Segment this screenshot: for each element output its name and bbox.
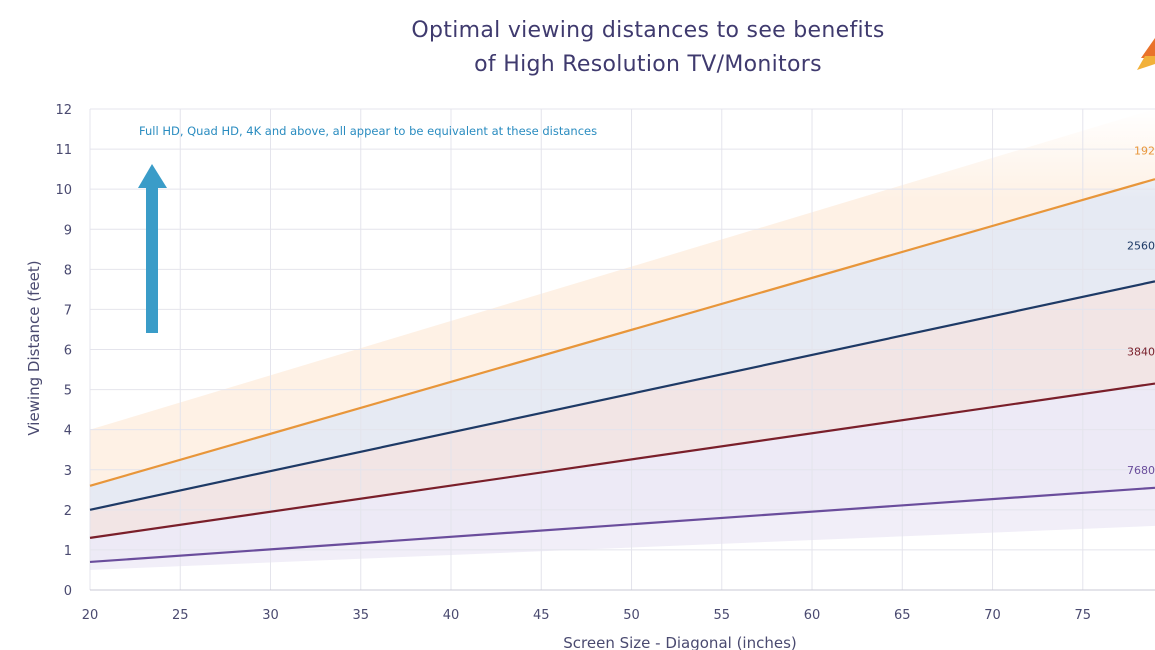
y-tick-label: 8: [64, 263, 72, 278]
region-above-1920: [90, 109, 1155, 486]
series-label-7680: 7680: [1127, 464, 1155, 477]
region-3840-7680: [90, 383, 1155, 562]
x-tick-label: 45: [533, 608, 550, 623]
series-line-7680: [89, 486, 1155, 564]
y-tick-label: 3: [64, 464, 72, 479]
x-tick-label: 40: [443, 608, 460, 623]
x-axis-ticks: 20 25 30 35 40 45 50 55 60 65 70 75: [82, 608, 1091, 623]
x-tick-label: 30: [262, 608, 279, 623]
grid-lines: [89, 108, 1155, 591]
x-tick-label: 60: [804, 608, 821, 623]
x-tick-label: 50: [623, 608, 640, 623]
x-axis-label: Screen Size - Diagonal (inches): [563, 634, 797, 650]
y-tick-label: 0: [64, 584, 72, 599]
x-tick-label: 25: [172, 608, 189, 623]
shaded-regions: [90, 109, 1155, 570]
y-tick-label: 9: [64, 223, 72, 238]
y-tick-label: 7: [64, 303, 72, 318]
x-tick-label: 70: [984, 608, 1001, 623]
y-tick-label: 6: [64, 344, 72, 359]
series-labels: 192 2560 3840 7680: [1127, 144, 1155, 476]
y-tick-label: 12: [55, 103, 72, 118]
series-label-2560: 2560: [1127, 239, 1155, 252]
y-tick-label: 11: [55, 143, 72, 158]
series-lines: [89, 178, 1155, 564]
y-tick-label: 5: [64, 384, 72, 399]
x-tick-label: 35: [352, 608, 369, 623]
y-tick-label: 2: [64, 504, 72, 519]
region-2560-3840: [90, 281, 1155, 538]
up-arrow: [138, 164, 167, 333]
x-tick-label: 20: [82, 608, 99, 623]
y-axis-label: Viewing Distance (feet): [25, 260, 43, 435]
y-tick-label: 10: [55, 183, 72, 198]
chart-title: Optimal viewing distances to see benefit…: [0, 14, 1155, 82]
equivalence-note: Full HD, Quad HD, 4K and above, all appe…: [139, 124, 597, 138]
x-tick-label: 65: [894, 608, 911, 623]
series-line-1920: [89, 178, 1155, 487]
region-below-7680: [90, 487, 1155, 570]
y-tick-label: 1: [64, 544, 72, 559]
region-1920-2560: [90, 179, 1155, 510]
region-fade: [90, 109, 1155, 199]
x-tick-label: 75: [1075, 608, 1092, 623]
brand-logo-icon: [1137, 38, 1155, 70]
series-label-3840: 3840: [1127, 346, 1155, 359]
chart-title-line-1: Optimal viewing distances to see benefit…: [411, 18, 885, 43]
y-tick-label: 4: [64, 424, 72, 439]
x-tick-label: 55: [714, 608, 731, 623]
chart-title-line-2: of High Resolution TV/Monitors: [474, 52, 822, 77]
series-line-2560: [89, 280, 1155, 511]
series-line-3840: [89, 382, 1155, 539]
series-label-1920: 192: [1134, 144, 1155, 157]
